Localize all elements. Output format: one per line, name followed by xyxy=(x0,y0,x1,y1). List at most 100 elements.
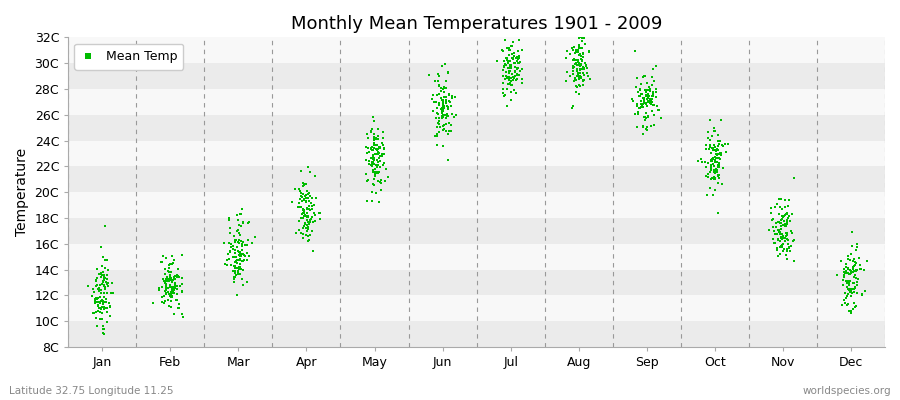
Mean Temp xyxy=(90,266,104,272)
Mean Temp xyxy=(778,223,793,230)
Mean Temp xyxy=(103,304,117,311)
Mean Temp xyxy=(569,57,583,64)
Mean Temp xyxy=(842,308,856,315)
Mean Temp xyxy=(235,243,249,249)
Mean Temp xyxy=(367,141,382,148)
Mean Temp xyxy=(578,60,592,66)
Mean Temp xyxy=(769,224,783,231)
Mean Temp xyxy=(90,281,104,288)
Mean Temp xyxy=(168,284,183,291)
Mean Temp xyxy=(365,158,380,165)
Mean Temp xyxy=(649,63,663,70)
Mean Temp xyxy=(636,101,651,108)
Mean Temp xyxy=(768,230,782,237)
Mean Temp xyxy=(770,236,785,243)
Mean Temp xyxy=(293,196,308,203)
Mean Temp xyxy=(164,294,178,300)
Mean Temp xyxy=(712,175,726,181)
Mean Temp xyxy=(94,303,109,310)
Mean Temp xyxy=(646,111,661,118)
Mean Temp xyxy=(230,248,245,254)
Mean Temp xyxy=(647,122,662,128)
Mean Temp xyxy=(437,122,452,128)
Mean Temp xyxy=(707,144,722,150)
Mean Temp xyxy=(699,142,714,148)
Mean Temp xyxy=(706,167,721,174)
Mean Temp xyxy=(365,147,380,153)
Mean Temp xyxy=(370,157,384,163)
Mean Temp xyxy=(640,127,654,134)
Mean Temp xyxy=(364,126,379,132)
Mean Temp xyxy=(296,182,310,188)
Mean Temp xyxy=(92,271,106,278)
Mean Temp xyxy=(572,76,586,82)
Mean Temp xyxy=(704,166,718,172)
Mean Temp xyxy=(158,291,173,298)
Mean Temp xyxy=(573,56,588,62)
Mean Temp xyxy=(371,136,385,142)
Mean Temp xyxy=(102,280,116,286)
Mean Temp xyxy=(372,150,386,156)
Mean Temp xyxy=(504,82,518,88)
Mean Temp xyxy=(368,162,382,168)
Mean Temp xyxy=(503,61,517,68)
Mean Temp xyxy=(175,274,189,281)
Mean Temp xyxy=(221,217,236,224)
Mean Temp xyxy=(510,76,525,82)
Mean Temp xyxy=(164,290,178,296)
Mean Temp xyxy=(436,108,450,114)
Mean Temp xyxy=(229,263,243,269)
Mean Temp xyxy=(101,267,115,273)
Mean Temp xyxy=(842,278,857,284)
Mean Temp xyxy=(371,178,385,184)
Mean Temp xyxy=(304,216,319,222)
Mean Temp xyxy=(301,233,315,239)
Mean Temp xyxy=(365,114,380,120)
Mean Temp xyxy=(305,219,320,226)
Mean Temp xyxy=(569,47,583,54)
Mean Temp xyxy=(158,278,172,284)
Mean Temp xyxy=(375,128,390,135)
Mean Temp xyxy=(377,145,392,151)
Mean Temp xyxy=(846,300,860,306)
Mean Temp xyxy=(500,74,515,81)
Mean Temp xyxy=(374,187,388,193)
Mean Temp xyxy=(236,251,250,258)
Mean Temp xyxy=(639,93,653,99)
Mean Temp xyxy=(432,100,446,107)
Mean Temp xyxy=(573,83,588,90)
Mean Temp xyxy=(295,235,310,241)
Mean Temp xyxy=(425,96,439,102)
Mean Temp xyxy=(707,170,722,177)
Mean Temp xyxy=(714,156,728,162)
Mean Temp xyxy=(293,215,308,221)
Mean Temp xyxy=(364,158,379,165)
Mean Temp xyxy=(371,151,385,157)
Mean Temp xyxy=(157,300,171,306)
Mean Temp xyxy=(505,43,519,49)
Mean Temp xyxy=(639,87,653,93)
Mean Temp xyxy=(842,289,857,295)
Mean Temp xyxy=(711,143,725,149)
Mean Temp xyxy=(568,49,582,56)
Mean Temp xyxy=(100,280,114,287)
Mean Temp xyxy=(361,135,375,141)
Mean Temp xyxy=(96,330,111,336)
Mean Temp xyxy=(226,268,240,274)
Mean Temp xyxy=(706,146,720,153)
Mean Temp xyxy=(843,287,858,293)
Mean Temp xyxy=(441,92,455,98)
Mean Temp xyxy=(292,227,306,234)
Mean Temp xyxy=(377,178,392,184)
Mean Temp xyxy=(710,152,724,158)
Mean Temp xyxy=(435,108,449,114)
Mean Temp xyxy=(228,250,242,256)
Mean Temp xyxy=(843,293,858,300)
Mean Temp xyxy=(501,77,516,83)
Mean Temp xyxy=(837,274,851,280)
Mean Temp xyxy=(845,229,859,236)
Mean Temp xyxy=(370,142,384,148)
Mean Temp xyxy=(702,185,716,192)
Mean Temp xyxy=(710,159,724,165)
Mean Temp xyxy=(786,238,800,244)
